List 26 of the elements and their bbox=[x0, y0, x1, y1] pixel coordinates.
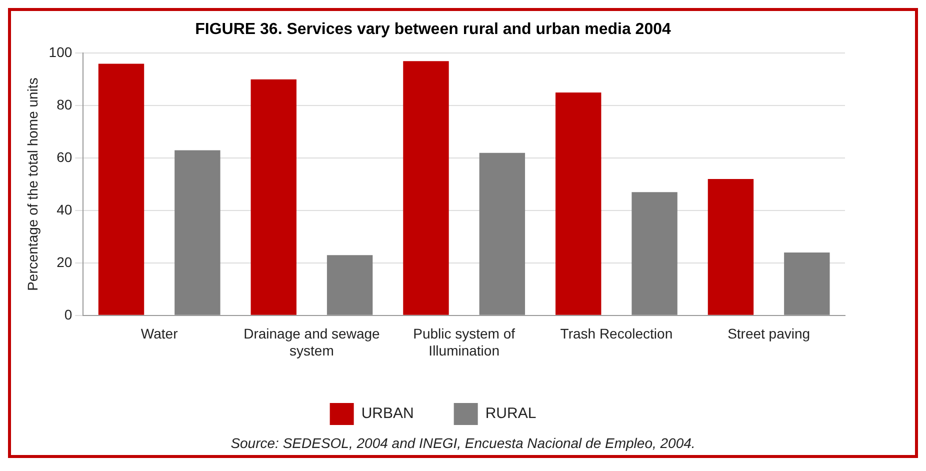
bar bbox=[98, 64, 144, 315]
x-tick-label: Public system of Illumination bbox=[413, 326, 516, 358]
bar bbox=[250, 79, 296, 315]
bar bbox=[174, 150, 220, 315]
x-tick-label: Trash Recolection bbox=[560, 326, 673, 342]
y-tick-label: 20 bbox=[56, 254, 72, 270]
chart-title: FIGURE 36. Services vary between rural and urban media 2004 bbox=[195, 21, 671, 38]
y-axis-title: Percentage of the total home units bbox=[24, 78, 40, 291]
bar bbox=[326, 255, 373, 315]
y-tick-label: 40 bbox=[56, 201, 72, 218]
y-tick-label: 0 bbox=[64, 306, 72, 322]
x-tick-label: Drainage and sewage system bbox=[244, 326, 380, 358]
bar bbox=[632, 192, 678, 315]
legend-label: URBAN bbox=[361, 405, 414, 422]
x-tick-label: Water bbox=[140, 326, 178, 342]
x-tick-label: Street paving bbox=[728, 326, 810, 342]
bar bbox=[556, 92, 602, 315]
legend-label: RURAL bbox=[485, 405, 536, 422]
y-tick-label: 100 bbox=[48, 44, 72, 60]
bar bbox=[784, 252, 830, 315]
bar bbox=[708, 179, 754, 315]
bar bbox=[479, 152, 526, 315]
bar bbox=[403, 61, 449, 315]
y-tick-label: 80 bbox=[56, 96, 72, 112]
source-note: Source: SEDESOL, 2004 and INEGI, Encuesta Nacional de Empleo, 2004. bbox=[230, 435, 696, 451]
y-tick-label: 60 bbox=[56, 148, 72, 165]
